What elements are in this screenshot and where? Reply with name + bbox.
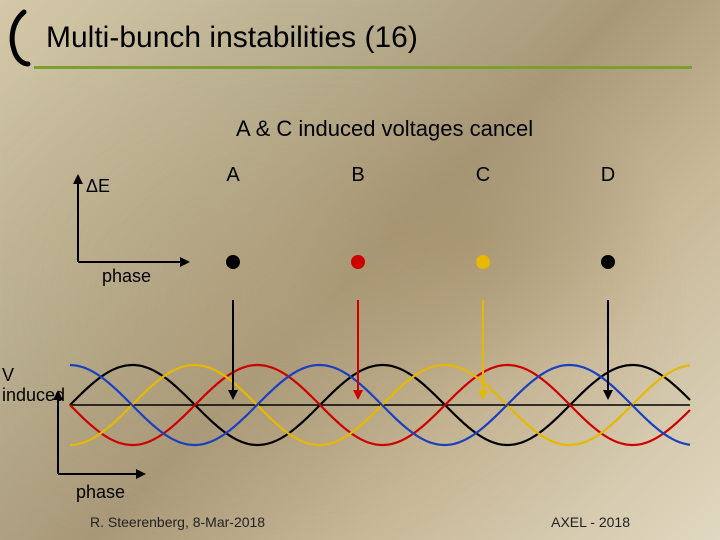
drop-arrow-head-icon [478,390,488,400]
slide-subtitle: A & C induced voltages cancel [236,116,533,142]
slide-container: Multi-bunch instabilities (16) A & C ind… [0,0,720,540]
footer-left: R. Steerenberg, 8-Mar-2018 [90,514,265,530]
drop-arrow-head-icon [228,390,238,400]
x-axis-label-v: phase [76,482,125,503]
y-axis-label: ΔE [86,176,110,197]
bunches-group [226,255,615,269]
title-bullet-stroke [2,8,40,68]
bunch-dot [601,255,615,269]
drop-arrow-head-icon [353,390,363,400]
drop-arrow-head-icon [603,390,613,400]
chart-delta-e: ΔE phase ABCD [58,168,678,298]
bunch-label: B [343,164,373,187]
title-row: Multi-bunch instabilities (16) [0,8,720,68]
x-axis-arrow-icon [136,469,146,479]
footer: R. Steerenberg, 8-Mar-2018 AXEL - 2018 [0,514,720,530]
y-axis-label-v: V induced [2,366,65,406]
bunch-label: A [218,164,248,187]
y-axis-arrow-icon [73,174,83,184]
bunch-label: C [468,164,498,187]
title-underline [34,66,692,69]
x-axis-label: phase [102,266,151,287]
chart-v-induced-svg [30,330,690,490]
bunch-dot [476,255,490,269]
x-axis-arrow-icon [180,257,190,267]
bunch-dot [226,255,240,269]
chart-v-induced: V induced phase [30,330,690,480]
bunch-dot [351,255,365,269]
drop-arrows-group [228,300,613,400]
slide-title: Multi-bunch instabilities (16) [46,21,418,55]
bunch-label: D [593,164,623,187]
footer-right: AXEL - 2018 [551,514,630,530]
